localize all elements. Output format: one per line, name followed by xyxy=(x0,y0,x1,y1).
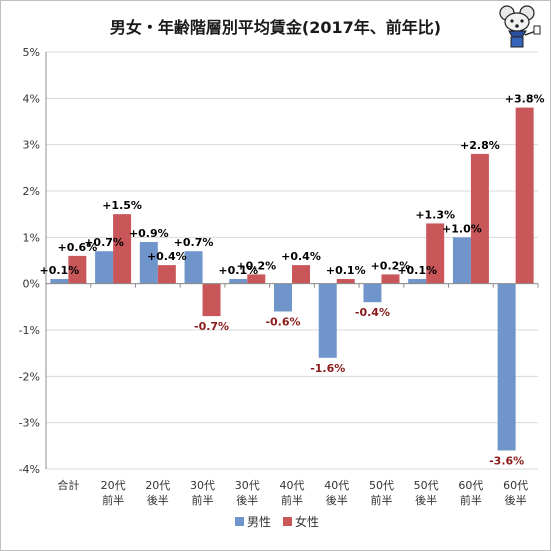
x-tick-label: 50代 xyxy=(369,479,394,492)
data-label: +1.0% xyxy=(442,222,482,235)
x-tick-label: 20代 xyxy=(145,479,170,492)
data-label: -0.4% xyxy=(355,306,390,319)
data-label: +0.1% xyxy=(218,264,258,277)
data-label: -0.7% xyxy=(194,320,229,333)
x-tick-label: 40代 xyxy=(324,479,349,492)
x-tick-label: 30代 xyxy=(235,479,260,492)
y-tick-label: -3% xyxy=(19,417,40,430)
x-tick-label: 前半 xyxy=(460,493,482,507)
data-label: +0.7% xyxy=(174,236,214,249)
bars xyxy=(50,107,534,451)
data-label: -3.6% xyxy=(489,454,524,467)
y-tick-label: 0% xyxy=(23,278,40,291)
bar-male xyxy=(318,283,337,358)
bar-male xyxy=(95,251,114,284)
legend-label: 女性 xyxy=(295,514,319,529)
bar-female xyxy=(157,265,176,284)
chart-title: 男女・年齢階層別平均賃金(2017年、前年比) xyxy=(109,18,442,37)
data-labels: +0.1% +0.7% +0.9% +0.7% +0.1% -0.6% -1.6% -0.4%… xyxy=(39,93,544,468)
legend-swatch xyxy=(283,517,292,526)
x-tick-label: 20代 xyxy=(101,479,126,492)
x-tick-label: 60代 xyxy=(458,479,483,492)
y-tick-label: -4% xyxy=(19,463,40,476)
y-tick-label: -2% xyxy=(19,370,40,383)
data-label: +0.2% xyxy=(371,259,411,272)
bar-female xyxy=(336,279,355,284)
y-tick-label: 4% xyxy=(23,92,40,105)
x-tick-label: 60代 xyxy=(503,479,528,492)
bar-female xyxy=(113,214,132,284)
bar-female xyxy=(470,153,489,284)
mascot-icon xyxy=(499,5,541,48)
legend-swatch xyxy=(235,517,244,526)
y-tick-label: 3% xyxy=(23,139,40,152)
x-tick-label: 後半 xyxy=(147,493,169,507)
bar-female xyxy=(515,107,534,284)
bar-male xyxy=(363,283,382,303)
data-label: +2.8% xyxy=(460,139,500,152)
x-tick-label: 前半 xyxy=(281,493,303,507)
data-label: +0.7% xyxy=(84,236,124,249)
y-tick-label: 1% xyxy=(23,231,40,244)
x-tick-label: 後半 xyxy=(415,493,437,507)
bar-male xyxy=(139,241,158,284)
x-tick-label: 30代 xyxy=(190,479,215,492)
bar-female xyxy=(292,265,310,284)
data-label: +1.3% xyxy=(415,208,455,221)
bar-female xyxy=(247,274,266,284)
data-label: +0.4% xyxy=(281,250,321,263)
bar-female xyxy=(381,274,400,284)
y-tick-label: 5% xyxy=(23,46,40,59)
data-label: +0.1% xyxy=(397,264,437,277)
bar-male xyxy=(274,283,292,312)
bar-male xyxy=(184,251,203,284)
data-label: +0.9% xyxy=(129,227,169,240)
bar-female xyxy=(426,223,445,284)
x-tick-label: 40代 xyxy=(280,479,305,492)
x-tick-label: 合計 xyxy=(57,478,79,492)
legend: 男性 女性 xyxy=(235,514,319,529)
x-tick-label: 後半 xyxy=(326,493,348,507)
data-label: +3.8% xyxy=(505,93,545,106)
bar-male xyxy=(452,237,471,284)
data-label: +1.5% xyxy=(102,199,142,212)
y-tick-label: -1% xyxy=(19,324,40,337)
axes: -4%-3%-2%-1%0%1%2%3%4%5%合計 20代前半20代後半30代前… xyxy=(19,46,539,507)
y-tick-label: 2% xyxy=(23,185,40,198)
x-tick-label: 前半 xyxy=(192,493,214,507)
data-label: +0.1% xyxy=(39,264,79,277)
x-tick-label: 50代 xyxy=(414,479,439,492)
data-label: -1.6% xyxy=(310,362,345,375)
legend-label: 男性 xyxy=(247,515,271,529)
data-label: -0.6% xyxy=(265,315,300,328)
x-tick-label: 前半 xyxy=(102,493,124,507)
bar-male xyxy=(497,283,516,451)
data-label: +0.1% xyxy=(326,264,366,277)
bar-female xyxy=(202,283,221,317)
x-tick-label: 前半 xyxy=(370,493,392,507)
bar-male xyxy=(408,279,427,284)
bar-male xyxy=(50,279,69,284)
data-label: +0.2% xyxy=(236,259,276,272)
data-label: +0.6% xyxy=(57,241,97,254)
data-label: +0.4% xyxy=(147,250,187,263)
bar-female xyxy=(68,255,87,284)
bar-male xyxy=(229,279,248,284)
x-tick-label: 後半 xyxy=(505,493,527,507)
x-tick-label: 後半 xyxy=(236,493,258,507)
